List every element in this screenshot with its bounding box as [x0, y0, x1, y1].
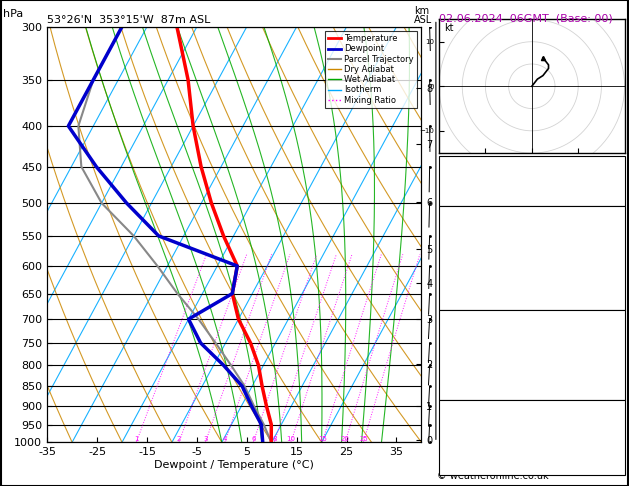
Text: 11: 11: [608, 456, 621, 467]
Text: 800: 800: [602, 322, 621, 331]
Text: 36: 36: [608, 175, 621, 186]
Text: K: K: [444, 160, 451, 171]
Text: 3: 3: [203, 436, 208, 442]
Text: © weatheronline.co.uk: © weatheronline.co.uk: [437, 471, 548, 481]
Text: 1.9: 1.9: [605, 191, 621, 201]
Text: 7: 7: [615, 352, 621, 362]
Text: 0: 0: [615, 277, 621, 287]
Text: Most Unstable: Most Unstable: [489, 312, 574, 322]
Text: 24: 24: [608, 411, 621, 421]
X-axis label: Dewpoint / Temperature (°C): Dewpoint / Temperature (°C): [154, 460, 314, 470]
Text: 0: 0: [615, 292, 621, 302]
Y-axis label: Mixing Ratio (g/kg): Mixing Ratio (g/kg): [471, 189, 481, 280]
Text: km: km: [414, 6, 429, 16]
Text: 16: 16: [608, 262, 621, 272]
Text: Dewp (°C): Dewp (°C): [444, 232, 498, 242]
Text: 37: 37: [608, 426, 621, 436]
Text: Lifted Index: Lifted Index: [444, 352, 506, 362]
Text: hPa: hPa: [3, 9, 23, 19]
Text: CAPE (J): CAPE (J): [444, 367, 486, 377]
Text: 0: 0: [615, 367, 621, 377]
Text: CIN (J): CIN (J): [444, 382, 476, 392]
Text: Surface: Surface: [509, 208, 554, 217]
Text: Lifted Index: Lifted Index: [444, 262, 506, 272]
Text: Totals Totals: Totals Totals: [444, 175, 507, 186]
Text: 26°: 26°: [603, 441, 621, 451]
Text: 20: 20: [341, 436, 350, 442]
Text: StmSpd (kt): StmSpd (kt): [444, 456, 506, 467]
Text: 15: 15: [318, 436, 326, 442]
Text: 9.9: 9.9: [605, 217, 621, 226]
Text: PW (cm): PW (cm): [444, 191, 487, 201]
Text: SREH: SREH: [444, 426, 472, 436]
Text: EH: EH: [444, 411, 459, 421]
Text: 10: 10: [286, 436, 296, 442]
Text: Temp (°C): Temp (°C): [444, 217, 496, 226]
Text: θₑ(K): θₑ(K): [444, 247, 470, 257]
Text: 0: 0: [615, 382, 621, 392]
Text: 8.2: 8.2: [605, 232, 621, 242]
Text: CIN (J): CIN (J): [444, 292, 476, 302]
Text: 1: 1: [134, 436, 138, 442]
Text: LCL: LCL: [440, 437, 458, 447]
Text: CAPE (J): CAPE (J): [444, 277, 486, 287]
Text: Hodograph: Hodograph: [499, 402, 564, 412]
Text: 02.06.2024  06GMT  (Base: 00): 02.06.2024 06GMT (Base: 00): [439, 13, 613, 23]
Text: kt: kt: [445, 23, 454, 34]
Text: StmDir: StmDir: [444, 441, 481, 451]
Text: θₑ (K): θₑ (K): [444, 337, 473, 347]
Text: 25: 25: [359, 436, 368, 442]
Text: 8: 8: [272, 436, 277, 442]
Text: ASL: ASL: [414, 16, 432, 25]
Text: Pressure (mb): Pressure (mb): [444, 322, 517, 331]
Text: 6: 6: [251, 436, 255, 442]
Text: 4: 4: [223, 436, 227, 442]
Text: 299: 299: [601, 247, 621, 257]
Text: 312: 312: [601, 337, 621, 347]
Text: 53°26'N  353°15'W  87m ASL: 53°26'N 353°15'W 87m ASL: [47, 15, 211, 25]
Text: 12: 12: [608, 160, 621, 171]
Legend: Temperature, Dewpoint, Parcel Trajectory, Dry Adiabat, Wet Adiabat, Isotherm, Mi: Temperature, Dewpoint, Parcel Trajectory…: [325, 31, 417, 108]
Text: 2: 2: [177, 436, 181, 442]
